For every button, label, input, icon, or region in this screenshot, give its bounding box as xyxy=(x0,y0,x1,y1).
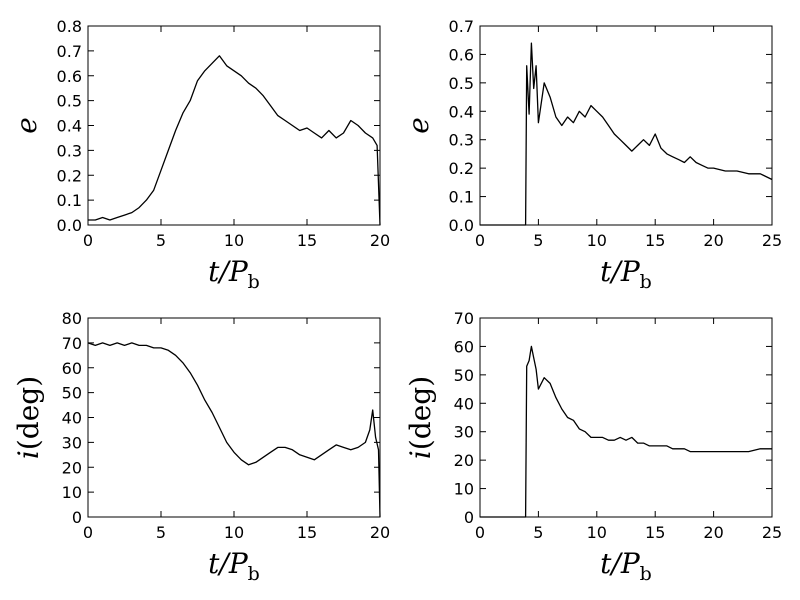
x-tick-label-top-right-1: 5 xyxy=(533,231,543,250)
x-tick-label-bottom-right-1: 5 xyxy=(533,523,543,542)
plot-frame-bottom-right xyxy=(479,317,773,518)
y-tick-label-top-right-2: 0.2 xyxy=(449,159,474,178)
y-tick-label-bottom-left-7: 70 xyxy=(62,334,82,353)
y-tick-label-bottom-right-6: 60 xyxy=(454,337,474,356)
x-tick-label-bottom-left-3: 15 xyxy=(297,523,317,542)
y-tick-label-bottom-right-0: 0 xyxy=(464,508,474,527)
x-tick-label-bottom-right-2: 10 xyxy=(587,523,607,542)
chart-panel-top-left: 0 5 10 15 20 0.0 0.1 0.2 0.3 0.4 0.5 0.6 0.7 0.8 t/Pb e xyxy=(10,17,390,293)
series-line-top-right-0 xyxy=(480,42,773,226)
x-tick-label-top-right-2: 10 xyxy=(587,231,607,250)
x-tick-label-top-left-3: 15 xyxy=(297,231,317,250)
y-tick-label-bottom-left-8: 80 xyxy=(62,309,82,328)
x-tick-label-top-left-0: 0 xyxy=(83,231,93,250)
x-tick-label-top-right-3: 15 xyxy=(645,231,665,250)
x-axis-label-top-left: t/Pb xyxy=(208,255,260,293)
x-tick-label-top-right-0: 0 xyxy=(475,231,485,250)
y-axis-label-bottom-right: i(deg) xyxy=(404,376,437,459)
y-tick-label-top-right-0: 0.0 xyxy=(449,216,474,235)
y-tick-label-top-left-3: 0.3 xyxy=(57,141,82,160)
y-tick-label-top-right-4: 0.4 xyxy=(449,102,474,121)
y-tick-label-bottom-right-2: 20 xyxy=(454,451,474,470)
y-tick-label-bottom-right-1: 10 xyxy=(454,480,474,499)
x-tick-label-bottom-right-5: 25 xyxy=(762,523,782,542)
chart-panel-top-right: 0 5 10 15 20 25 0.0 0.1 0.2 0.3 0.4 0.5 0.6 0.7 t/Pb e xyxy=(402,17,782,293)
x-tick-label-top-left-4: 20 xyxy=(370,231,390,250)
y-tick-label-top-left-7: 0.7 xyxy=(57,42,82,61)
x-tick-label-top-right-4: 20 xyxy=(703,231,723,250)
plot-frame-top-right xyxy=(479,25,773,226)
y-tick-label-top-left-1: 0.1 xyxy=(57,191,82,210)
y-tick-label-top-left-6: 0.6 xyxy=(57,67,82,86)
y-axis-label-top-left: e xyxy=(10,117,43,134)
series-line-bottom-left-0 xyxy=(87,342,381,518)
series-line-top-left-0 xyxy=(88,55,381,226)
y-tick-label-bottom-right-3: 30 xyxy=(454,423,474,442)
y-tick-label-bottom-left-5: 50 xyxy=(62,384,82,403)
y-tick-label-top-right-6: 0.6 xyxy=(449,45,474,64)
y-tick-label-top-left-8: 0.8 xyxy=(57,17,82,36)
chart-panel-bottom-left: 0 5 10 15 20 0 10 20 30 40 50 60 70 80 t/Pb i(deg) xyxy=(12,309,390,585)
y-tick-label-bottom-left-0: 0 xyxy=(72,508,82,527)
y-tick-label-top-left-5: 0.5 xyxy=(57,92,82,111)
x-tick-label-bottom-left-1: 5 xyxy=(156,523,166,542)
y-tick-label-bottom-left-2: 20 xyxy=(62,458,82,477)
y-tick-label-top-right-5: 0.5 xyxy=(449,74,474,93)
x-tick-label-bottom-left-2: 10 xyxy=(224,523,244,542)
plot-frame-bottom-left xyxy=(87,317,381,518)
x-tick-label-bottom-right-0: 0 xyxy=(475,523,485,542)
y-tick-label-bottom-left-3: 30 xyxy=(62,433,82,452)
series-line-bottom-right-0 xyxy=(480,345,772,518)
x-tick-label-top-left-2: 10 xyxy=(224,231,244,250)
y-tick-label-bottom-left-1: 10 xyxy=(62,483,82,502)
y-tick-label-top-right-7: 0.7 xyxy=(449,17,474,36)
y-axis-label-bottom-left: i(deg) xyxy=(12,376,45,459)
y-tick-label-top-right-1: 0.1 xyxy=(449,188,474,207)
x-tick-label-bottom-right-4: 20 xyxy=(703,523,723,542)
x-tick-label-bottom-left-4: 20 xyxy=(370,523,390,542)
y-axis-label-top-right: e xyxy=(402,117,435,134)
x-axis-label-bottom-left: t/Pb xyxy=(208,547,260,585)
chart-panel-bottom-right: 0 5 10 15 20 25 0 10 20 30 40 50 60 70 t/Pb i(deg) xyxy=(404,309,782,585)
y-tick-label-bottom-right-5: 50 xyxy=(454,366,474,385)
y-tick-label-bottom-right-7: 70 xyxy=(454,309,474,328)
y-tick-label-top-left-4: 0.4 xyxy=(57,117,82,136)
x-tick-label-top-right-5: 25 xyxy=(762,231,782,250)
x-axis-label-top-right: t/Pb xyxy=(600,255,652,293)
y-tick-label-bottom-left-6: 60 xyxy=(62,359,82,378)
x-tick-label-top-left-1: 5 xyxy=(156,231,166,250)
y-tick-label-top-left-0: 0.0 xyxy=(57,216,82,235)
x-axis-label-bottom-right: t/Pb xyxy=(600,547,652,585)
y-tick-label-top-left-2: 0.2 xyxy=(57,166,82,185)
x-tick-label-bottom-left-0: 0 xyxy=(83,523,93,542)
y-tick-label-bottom-right-4: 40 xyxy=(454,394,474,413)
x-tick-label-bottom-right-3: 15 xyxy=(645,523,665,542)
y-tick-label-bottom-left-4: 40 xyxy=(62,409,82,428)
y-tick-label-top-right-3: 0.3 xyxy=(449,131,474,150)
plot-frame-top-left xyxy=(87,25,381,226)
